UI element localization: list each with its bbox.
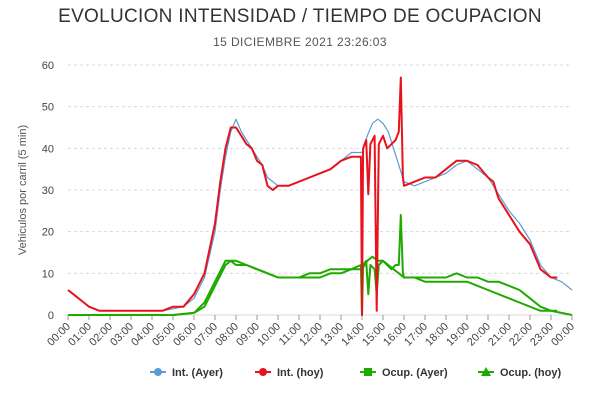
legend-item-2[interactable]: Ocup. (Ayer) (360, 367, 448, 379)
legend-label: Ocup. (Ayer) (382, 367, 448, 379)
y-tick-label: 30 (42, 185, 54, 197)
x-tick-label: 23:00 (528, 321, 556, 349)
x-tick-label: 07:00 (192, 321, 220, 349)
x-tick-label: 06:00 (171, 321, 199, 349)
x-tick-label: 00:00 (549, 321, 577, 349)
square-marker-icon (364, 368, 372, 376)
plot-area (67, 76, 573, 316)
x-tick-label: 08:00 (213, 321, 241, 349)
y-axis-label: Vehiculos por carril (5 min) (17, 125, 29, 255)
x-tick-label: 10:00 (255, 321, 283, 349)
x-tick-label: 05:00 (150, 321, 178, 349)
y-axis: 0 10 20 30 40 50 60 (42, 60, 54, 322)
y-tick-label: 10 (42, 268, 54, 280)
x-tick-label: 12:00 (297, 321, 325, 349)
x-tick-label: 13:00 (318, 321, 346, 349)
legend-item-3[interactable]: Ocup. (hoy) (478, 367, 561, 379)
legend-item-1[interactable]: Int. (hoy) (255, 367, 324, 379)
x-tick-label: 20:00 (465, 321, 493, 349)
x-tick-label: 04:00 (129, 321, 157, 349)
x-tick-label: 00:00 (45, 321, 73, 349)
x-tick-label: 17:00 (402, 321, 430, 349)
x-tick-label: 22:00 (507, 321, 535, 349)
y-tick-label: 0 (48, 310, 54, 322)
y-tick-label: 60 (42, 60, 54, 72)
x-tick-label: 18:00 (423, 321, 451, 349)
y-tick-label: 20 (42, 227, 54, 239)
x-tick-label: 15:00 (360, 321, 388, 349)
series-line-1 (67, 76, 558, 316)
circle-marker-icon (259, 368, 267, 376)
x-tick-label: 09:00 (234, 321, 262, 349)
series-line-3 (68, 214, 558, 316)
chart-subtitle: 15 DICIEMBRE 2021 23:26:03 (213, 35, 387, 49)
legend-label: Ocup. (hoy) (500, 367, 561, 379)
legend[interactable]: Int. (Ayer) Int. (hoy) Ocup. (Ayer) Ocup. (… (150, 367, 561, 379)
x-tick-label: 03:00 (108, 321, 136, 349)
legend-label: Int. (Ayer) (172, 367, 223, 379)
chart-title: EVOLUCION INTENSIDAD / TIEMPO DE OCUPACI… (58, 6, 542, 27)
x-tick-label: 16:00 (381, 321, 409, 349)
legend-item-0[interactable]: Int. (Ayer) (150, 367, 223, 379)
triangle-marker-icon (481, 367, 491, 376)
x-tick-label: 14:00 (339, 321, 367, 349)
y-tick-label: 50 (42, 102, 54, 114)
x-tick-label: 02:00 (87, 321, 115, 349)
legend-label: Int. (hoy) (277, 367, 324, 379)
x-axis: 00:0001:0002:0003:0004:0005:0006:0007:00… (45, 315, 577, 349)
x-tick-label: 19:00 (444, 321, 472, 349)
x-tick-label: 21:00 (486, 321, 514, 349)
x-tick-label: 01:00 (66, 321, 94, 349)
circle-marker-icon (154, 368, 162, 376)
series-line-2 (68, 255, 573, 316)
y-tick-label: 40 (42, 143, 54, 155)
